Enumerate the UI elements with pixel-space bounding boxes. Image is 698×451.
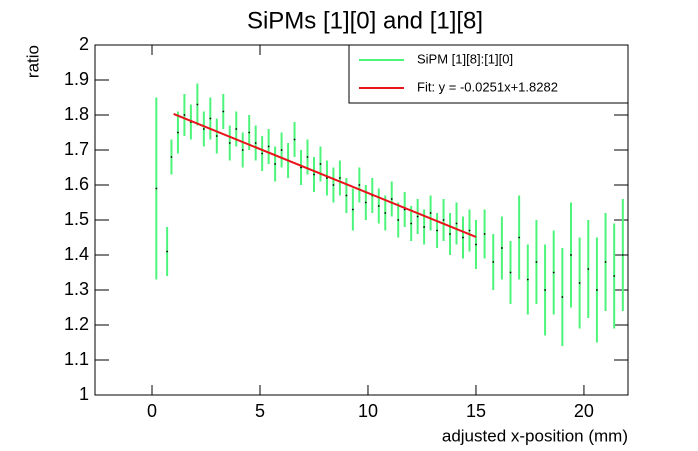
data-point [364,201,367,204]
x-tick-label: 5 [255,401,265,421]
data-point [345,194,348,197]
data-point [300,166,302,169]
legend-label: Fit: y = -0.0251x+1.8282 [417,79,558,94]
data-point [319,163,322,165]
data-point [183,114,186,116]
data-point [293,138,296,141]
data-point [358,184,361,186]
data-point [613,275,616,277]
legend-label: SiPM [1][8]:[1][0] [417,51,513,66]
data-point [570,254,572,256]
data-point [254,142,257,144]
data-point [475,243,477,246]
data-point [604,261,607,263]
data-point [621,254,624,256]
data-point [215,135,218,137]
data-point [377,205,380,207]
data-point [462,236,464,239]
data-point [535,261,538,263]
data-point [384,212,387,214]
data-point [442,219,445,221]
fit-line [173,112,477,238]
data-point [241,149,244,151]
data-point [509,271,512,274]
data-point [449,233,451,235]
data-point [436,229,438,232]
data-point [483,233,486,235]
data-point [410,222,413,225]
data-point [390,198,393,200]
data-point [351,208,354,211]
data-point [280,149,283,151]
data-point [544,289,546,291]
data-point [492,261,495,263]
y-tick-label: 2 [79,34,89,54]
data-point [596,289,598,291]
data-point [166,250,169,253]
chart-title: SiPMs [1][0] and [1][8] [247,7,483,34]
data-point [397,219,400,221]
data-point [196,103,199,106]
data-point [429,212,432,214]
data-point [313,173,315,176]
data-point [222,110,225,113]
x-tick-label: 20 [574,401,594,421]
data-point [332,184,335,186]
y-tick-label: 1.7 [64,139,89,159]
data-point [416,215,419,218]
data-point [306,156,309,158]
y-tick-label: 1 [79,384,89,404]
x-tick-label: 15 [466,401,486,421]
data-point [578,282,581,284]
y-tick-label: 1.4 [64,244,89,264]
y-tick-label: 1.6 [64,174,89,194]
legend-box [348,44,629,104]
data-point [500,247,503,249]
data-point [155,187,158,190]
data-point [209,117,212,120]
data-point [267,145,270,148]
data-point [274,163,277,165]
data-point [248,131,251,134]
data-point [518,236,521,239]
data-point [177,131,179,134]
data-point [455,222,458,225]
y-tick-label: 1.3 [64,279,89,299]
data-point [261,152,264,155]
data-point [552,271,555,274]
data-point [202,128,205,130]
x-axis-label: adjusted x-position (mm) [442,426,628,445]
data-point [587,268,590,270]
data-point [561,296,564,298]
y-axis-label: ratio [23,45,42,78]
y-tick-label: 1.9 [64,69,89,89]
y-tick-label: 1.8 [64,104,89,124]
data-point [526,278,529,281]
y-tick-label: 1.2 [64,314,89,334]
data-point [339,177,341,179]
data-point [235,128,238,130]
data-point [170,156,173,158]
x-tick-label: 0 [147,401,157,421]
x-tick-label: 10 [358,401,378,421]
data-point [423,226,426,228]
y-tick-label: 1.5 [64,209,89,229]
data-point [228,142,231,144]
y-tick-label: 1.1 [64,349,89,369]
data-point [468,229,471,232]
